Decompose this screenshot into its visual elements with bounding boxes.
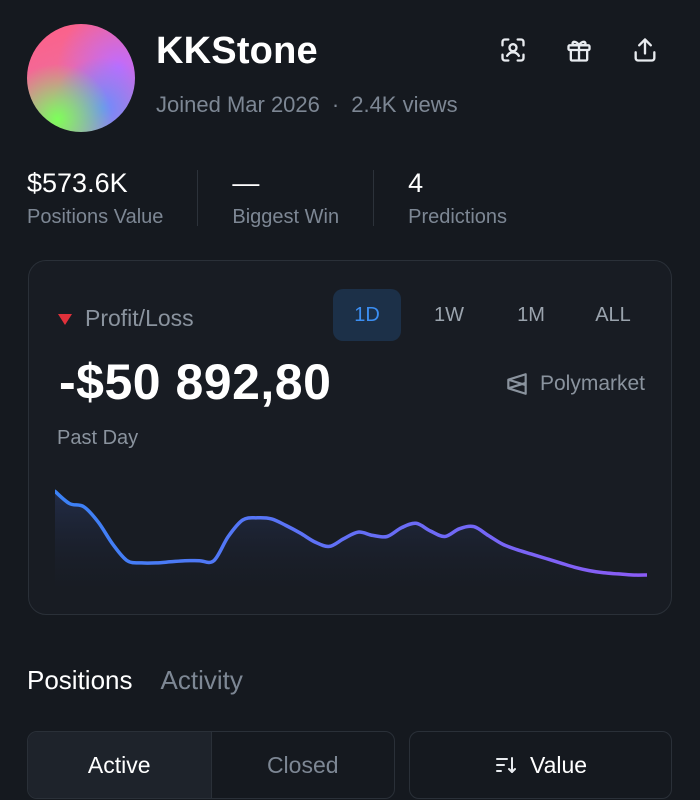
down-triangle-icon [58, 313, 72, 325]
stat-biggest-win: — Biggest Win [232, 166, 339, 229]
timeframe-tabs: 1D 1W 1M ALL [333, 289, 647, 341]
tab-1m[interactable]: 1M [517, 303, 545, 326]
position-filter: Active Closed [27, 731, 395, 799]
chart-area-fill [55, 491, 647, 586]
brand-name: Polymarket [539, 372, 645, 395]
stat-value: 4 [408, 168, 424, 198]
stat-predictions: 4 Predictions [408, 166, 507, 229]
stat-positions-value: $573.6K Positions Value [27, 166, 163, 229]
pnl-label: Profit/Loss [85, 305, 194, 331]
profile-scan-icon[interactable] [498, 35, 528, 65]
sort-button[interactable]: Value [409, 731, 672, 799]
stat-label: Biggest Win [232, 206, 340, 228]
view-count: 2.4K views [351, 92, 458, 117]
stat-divider [373, 170, 375, 226]
filter-active-button[interactable]: Active [28, 732, 212, 798]
avatar [27, 24, 135, 132]
profile-meta: Joined Mar 2026 · 2.4K views [156, 92, 458, 118]
section-tabs: Positions Activity [27, 665, 243, 696]
profit-loss-card: Profit/Loss 1D 1W 1M ALL -$50 892,80 Pol… [28, 260, 672, 615]
meta-separator: · [331, 92, 340, 117]
share-icon[interactable] [630, 35, 660, 65]
polymarket-logo-icon [507, 373, 527, 395]
stat-label: Positions Value [27, 206, 164, 228]
tab-activity[interactable]: Activity [160, 665, 243, 695]
header-actions [498, 35, 660, 65]
username: KKStone [156, 30, 318, 72]
pnl-chart [55, 489, 647, 586]
tab-all[interactable]: ALL [595, 303, 631, 326]
stats-row: $573.6K Positions Value — Biggest Win 4 … [27, 166, 507, 229]
pnl-period: Past Day [57, 427, 139, 449]
sort-label: Value [529, 751, 588, 778]
tab-1d[interactable]: 1D [333, 289, 401, 341]
pnl-value: -$50 892,80 [59, 354, 332, 410]
stat-label: Predictions [408, 206, 508, 228]
polymarket-brand: Polymarket [504, 371, 645, 397]
chart-series-line [55, 489, 647, 577]
gift-icon[interactable] [564, 35, 594, 65]
stat-divider [197, 170, 199, 226]
pnl-title: Profit/Loss [57, 305, 194, 332]
filter-closed-button[interactable]: Closed [266, 751, 339, 778]
tab-positions[interactable]: Positions [27, 665, 133, 695]
sort-icon [495, 757, 516, 773]
stat-value: — [232, 168, 260, 198]
tab-1w[interactable]: 1W [434, 303, 464, 326]
stat-value: $573.6K [27, 168, 128, 198]
joined-date: Joined Mar 2026 [156, 92, 320, 117]
